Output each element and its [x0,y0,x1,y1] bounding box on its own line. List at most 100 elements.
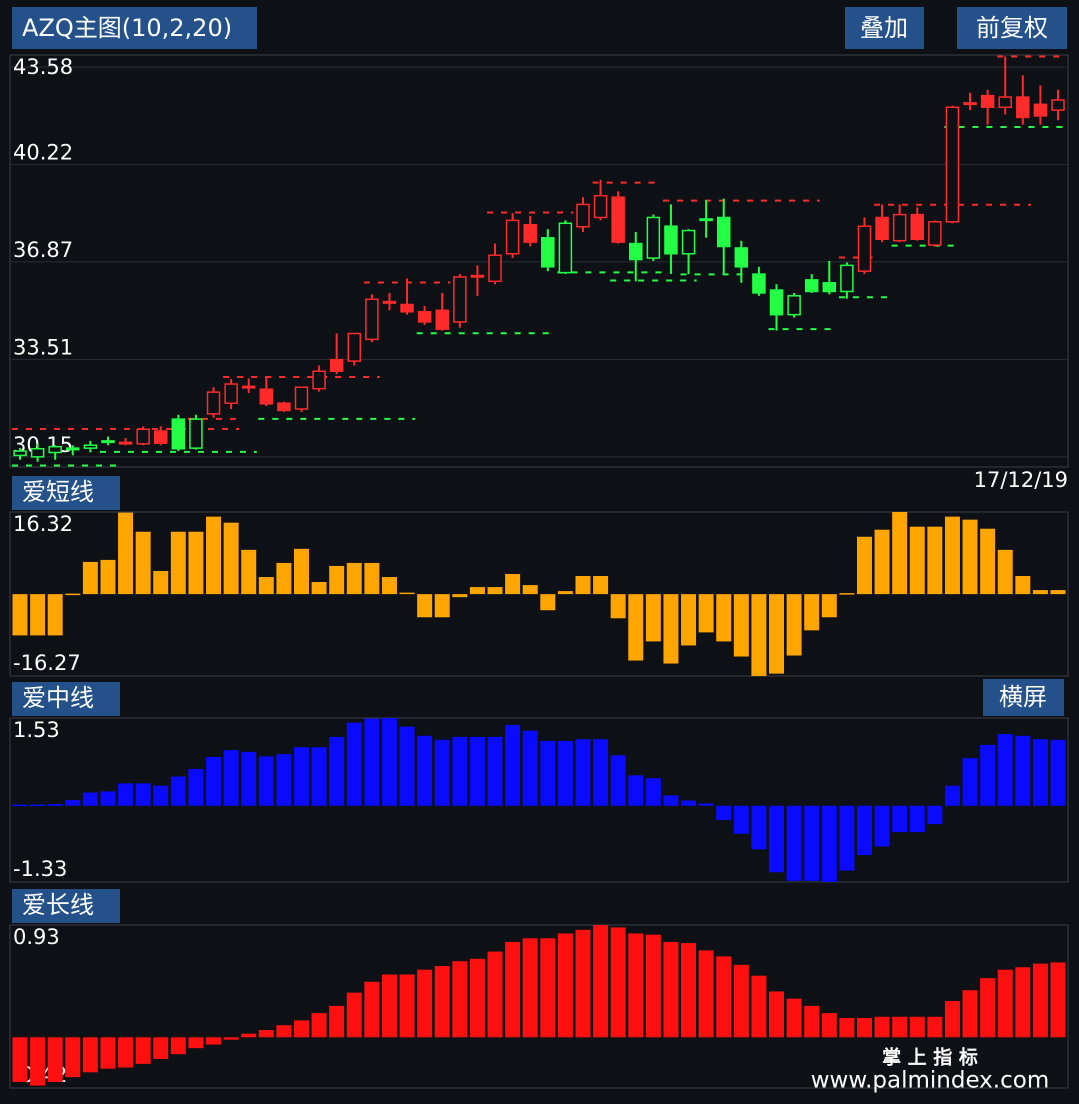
bar [30,1037,46,1086]
adjust-label[interactable]: 前复权 [976,14,1048,42]
bar [505,724,521,806]
title-box [12,889,120,923]
bar [188,1037,204,1049]
y-tick-label: 1.53 [13,718,60,742]
bar [522,585,538,595]
y-tick-label: 36.87 [13,238,73,262]
bar [821,805,837,882]
bar [874,529,890,595]
bar [997,734,1013,806]
bar [645,934,661,1038]
bar [381,718,397,806]
bar [434,966,450,1038]
bar [135,783,151,806]
bar [786,998,802,1038]
bar [12,804,28,807]
candle-body [470,274,485,278]
bar [381,577,397,595]
bar [241,549,257,595]
bar [522,730,538,806]
bar [980,744,996,806]
y-tick-label: 43.58 [13,55,73,79]
bar [839,593,855,595]
candle-body [329,358,344,373]
candle-body [101,440,115,444]
candle-body [840,264,854,293]
candle-body [294,386,309,410]
bar [188,769,204,806]
bar [628,775,644,806]
panel-frame [9,54,1069,468]
candle-body [875,216,889,240]
bar [716,594,732,642]
bar [100,791,116,806]
y-tick-label: -1.33 [13,857,67,881]
bar [769,805,785,873]
bar [839,805,855,871]
bar [962,519,978,595]
candle-body [910,213,925,240]
bar [364,718,380,806]
bar [487,587,503,595]
bar [452,961,468,1038]
candle-body [629,242,643,261]
bar [153,785,169,806]
bar [417,594,433,618]
watermark-brand: 掌 上 指 标 [882,1046,978,1069]
bar [610,755,626,806]
bar [681,594,697,646]
chart-title: 爱长线 [22,891,94,919]
bar [962,990,978,1038]
candle-body [998,96,1012,108]
bar [311,747,327,806]
bar [30,804,46,807]
bar [733,805,749,834]
candle-body [312,370,326,390]
bar [610,594,626,619]
bar [118,783,134,806]
bar [575,929,591,1038]
bar [258,577,274,595]
bar [927,1016,943,1038]
bar [399,592,415,595]
candle-body [488,254,502,283]
bar [927,526,943,595]
candle-body [224,383,238,404]
landscape-button[interactable] [983,679,1064,716]
overlay-label[interactable]: 叠加 [860,14,908,42]
candle-body [928,221,942,246]
overlay-button[interactable] [845,7,924,49]
bar [892,512,908,595]
adjust-button[interactable] [957,7,1067,49]
candle-body [787,295,801,316]
bar [909,805,925,833]
bar [856,805,872,856]
chart-title: 爱中线 [22,684,94,712]
bar [540,740,556,806]
candle-body [48,445,62,454]
candle-body [417,311,432,323]
bar [153,1037,169,1060]
bar [12,594,28,636]
bar [663,594,679,664]
candle-body [453,276,467,323]
bar [909,526,925,595]
bar [962,758,978,806]
candle-body [523,223,537,243]
landscape-label[interactable]: 横屏 [999,683,1047,711]
bar [65,1037,81,1078]
bar [751,594,767,676]
bar [980,978,996,1038]
bar [663,941,679,1038]
bar [944,516,960,595]
candle-body [277,402,291,412]
bar [1050,590,1066,595]
bar [206,1037,222,1045]
bar [452,736,468,806]
candle-body [382,300,397,304]
candle-body [541,237,555,268]
candle-body [681,229,696,255]
bar [874,805,890,847]
bar [241,1033,257,1038]
bar [434,594,450,618]
